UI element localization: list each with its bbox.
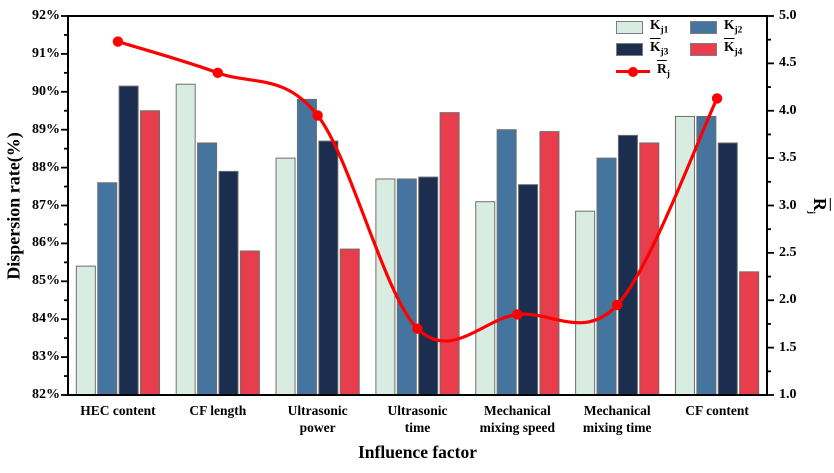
legend-swatch: [616, 43, 643, 56]
chart-legend: Kj1 Kj2 Kj3 Kj4 Rj: [606, 16, 796, 81]
legend-label: Kj2: [724, 16, 743, 36]
bar-kj3-group3: [318, 140, 339, 396]
bar-kj4-group5: [539, 131, 560, 396]
legend-swatch: [616, 21, 643, 34]
r-line-point-group1: [112, 36, 124, 47]
y-tick-label: 87%: [32, 197, 60, 213]
y-axis-title: Dispersion rate(%): [3, 131, 24, 280]
y2-tick-label: 1.5: [779, 339, 797, 355]
bar-kj3-group4: [418, 176, 439, 396]
legend-swatch: [690, 43, 717, 56]
legend-label: Kj1: [650, 16, 669, 36]
legend-item-kj3: Kj3: [616, 38, 669, 58]
legend-item-kj1: Kj1: [616, 16, 669, 36]
y-tick-label: 88%: [32, 159, 60, 175]
bar-kj3-group6: [617, 134, 638, 396]
x-category-label: HEC content: [80, 403, 156, 418]
r-line-point-group6: [612, 299, 623, 311]
y-tick-label: 86%: [32, 235, 60, 251]
y-tick-label: 92%: [32, 8, 60, 23]
legend-swatch: [690, 21, 717, 34]
legend-item-kj2: Kj2: [690, 16, 743, 36]
x-category-label: Mechanical mixing time: [582, 403, 652, 435]
bar-kj2-group5: [496, 129, 517, 396]
legend-label: Kj3: [650, 38, 669, 58]
y-tick-label: 90%: [32, 83, 60, 99]
x-category-label: Mechanical mixing speed: [479, 403, 556, 435]
bar-kj4-group3: [339, 248, 360, 396]
y2-axis-title: Rj: [806, 197, 830, 214]
legend-line-sample: [616, 65, 650, 78]
y-tick-label: 83%: [32, 349, 60, 365]
bar-kj2-group2: [197, 142, 218, 396]
x-axis-title: Influence factor: [357, 442, 478, 462]
legend-label: Rj: [657, 60, 670, 80]
x-category-label: CF length: [189, 403, 247, 418]
legend-item-rj: Rj: [616, 60, 670, 80]
bar-kj1-group5: [475, 201, 496, 396]
y2-tick-label: 2.0: [779, 292, 797, 308]
bar-kj1-group2: [175, 83, 196, 396]
bar-kj2-group4: [396, 178, 417, 396]
bar-kj3-group5: [518, 184, 539, 396]
y2-tick-label: 4.5: [779, 55, 797, 71]
y-tick-label: 84%: [32, 311, 60, 327]
y-tick-label: 89%: [32, 121, 60, 137]
bar-kj1-group6: [575, 210, 596, 396]
r-line-point-group5: [512, 309, 523, 320]
y2-tick-label: 1.0: [779, 387, 797, 402]
r-line-point-group3: [312, 110, 323, 121]
plot-border: [67, 15, 768, 396]
bar-kj3-group1: [118, 85, 139, 396]
bar-kj4-group1: [140, 110, 161, 396]
bar-kj2-group7: [696, 115, 717, 396]
r-line-point-group7: [711, 93, 723, 104]
x-category-label: Ultrasonic time: [387, 403, 448, 435]
x-category-label: CF content: [685, 403, 749, 418]
y2-tick-label: 4.0: [779, 102, 797, 118]
y2-tick-label: 2.5: [779, 244, 797, 260]
y-tick-label: 82%: [32, 387, 60, 402]
y2-tick-label: 3.5: [779, 150, 797, 166]
bar-kj1-group3: [275, 157, 296, 396]
bar-kj4-group7: [739, 271, 760, 396]
bar-kj2-group6: [596, 157, 617, 396]
y2-tick-label: 5.0: [779, 8, 797, 23]
y-tick-label: 91%: [32, 45, 60, 61]
y-tick-label: 85%: [32, 273, 60, 289]
r-line-point-group4: [412, 323, 423, 334]
bar-kj2-group3: [296, 98, 317, 396]
legend-label: Kj4: [724, 38, 743, 58]
bar-kj3-group7: [717, 142, 738, 396]
y2-tick-label: 3.0: [779, 197, 797, 213]
bar-kj4-group4: [439, 112, 460, 396]
legend-item-kj4: Kj4: [690, 38, 743, 58]
bar-kj2-group1: [97, 182, 118, 396]
bar-kj1-group1: [75, 265, 96, 396]
bar-kj3-group2: [218, 170, 239, 396]
bar-kj4-group2: [239, 250, 260, 396]
x-category-label: Ultrasonic power: [287, 403, 348, 435]
r-line-point-group2: [212, 67, 223, 79]
